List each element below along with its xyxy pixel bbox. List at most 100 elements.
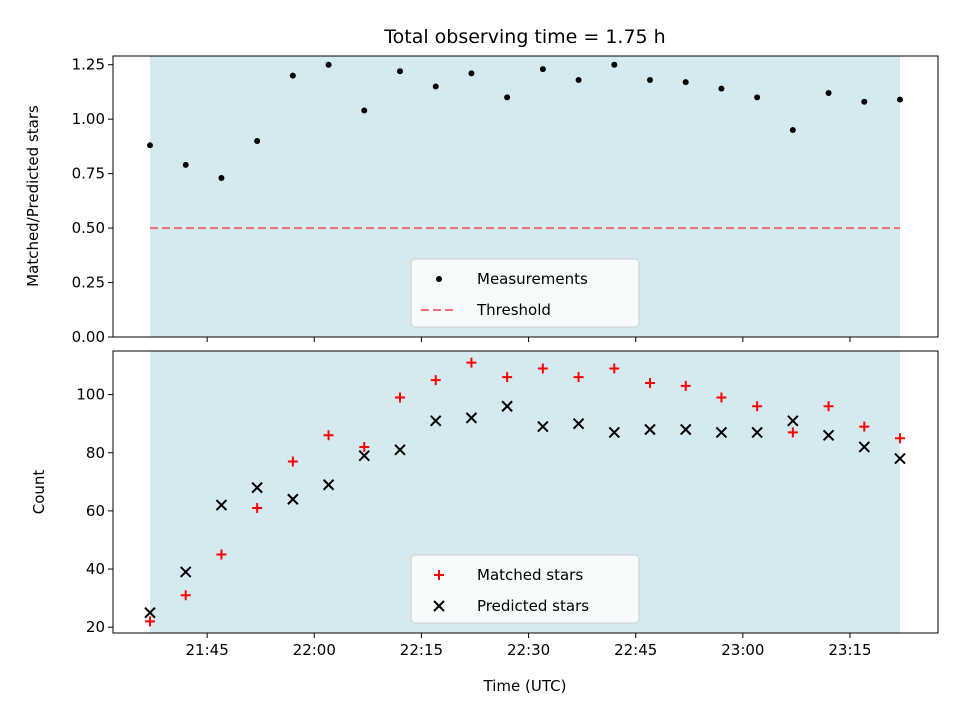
predicted-star-point [215,499,228,511]
predicted-star-point [894,452,906,465]
matched-star-point [680,380,691,391]
predicted-star-point [751,426,763,439]
predicted-star-point [644,423,656,436]
predicted-star-point [322,479,335,491]
legend-label: Predicted stars [477,597,589,615]
measurement-point [575,76,582,83]
measurement-point [432,83,439,90]
matched-star-point [502,372,513,383]
y-tick-label: 1.00 [72,110,105,128]
measurement-point [897,96,903,103]
predicted-star-point [358,449,370,462]
measurement-point [468,70,475,77]
top-panel: 0.00 0.25 0.50 0.75 1.00 1.25 Measurements Thre… [72,55,939,346]
legend-marker-dot [436,276,442,282]
predicted-star-point [430,415,442,427]
measurement-point [539,66,546,73]
x-tick-label: 22:30 [507,641,550,659]
predicted-star-point [787,415,799,427]
matched-star-point [323,430,334,441]
matched-star-point [180,590,191,601]
predicted-star-point [144,606,156,619]
measurement-point [361,107,368,114]
predicted-star-point [680,423,692,436]
matched-star-point [573,372,584,383]
matched-star-point [752,401,763,412]
matched-star-point [145,616,155,627]
predicted-star-point [572,417,585,430]
predicted-star-point [501,400,513,412]
x-tick-label: 22:15 [400,641,443,659]
legend-label: Measurements [477,270,588,288]
legend: Matched stars Predicted stars [410,554,640,624]
bottom-y-axis-label: Count [30,470,48,515]
y-tick-label: 60 [86,502,105,520]
legend-label: Matched stars [477,566,583,584]
measurement-point [754,94,761,101]
x-tick-label: 21:45 [186,641,229,659]
matched-star-point [216,549,227,560]
y-tick-label: 1.25 [72,56,105,74]
matched-star-point [716,392,727,403]
matched-star-point [252,502,263,513]
measurement-point [647,76,653,83]
matched-star-point [609,363,620,374]
legend-box [410,554,640,624]
measurement-point [218,174,225,181]
predicted-star-point [715,426,728,439]
matched-star-point [787,427,798,438]
matched-star-point [895,433,905,444]
predicted-star-point [608,426,620,439]
legend: Measurements Threshold [410,258,640,328]
measurement-point [789,127,796,134]
matched-star-point [859,421,870,432]
predicted-star-point [465,412,478,424]
chart-title: Total observing time = 1.75 h [383,26,665,48]
predicted-star-point [822,429,835,442]
matched-star-point [430,375,441,386]
measurement-point [397,68,403,75]
measurement-point [147,142,153,149]
measurement-point [254,137,261,144]
measurement-point [682,79,689,86]
x-tick-label: 23:15 [828,641,871,659]
x-axis-label: Time (UTC) [483,677,567,695]
predicted-star-point [858,441,870,453]
x-tick-label: 22:45 [614,641,657,659]
measurement-point [289,72,296,79]
bottom-panel: 20 40 60 80 100 21:45 22:00 22:15 22:30 22:45 23:0… [76,350,939,659]
predicted-star-point [180,566,192,578]
y-tick-label: 100 [76,386,105,404]
y-tick-label: 20 [86,618,105,636]
y-tick-label: 0.25 [72,274,105,292]
measurement-point [718,85,725,92]
predicted-star-point [394,444,406,456]
legend-marker-plus [434,570,444,580]
matched-star-point [287,456,298,467]
y-tick-label: 0.75 [72,165,105,183]
y-tick-label: 80 [86,444,105,462]
predicted-star-point [287,493,299,505]
measurement-point [611,61,618,68]
matched-star-point [645,377,655,388]
top-y-axis-label: Matched/Predicted stars [24,105,42,287]
measurement-point [825,90,832,97]
matched-star-point [466,357,477,368]
measurement-point [504,94,511,101]
y-tick-label: 0.00 [72,328,105,346]
measurement-point [182,161,189,168]
predicted-star-point [251,481,263,494]
axes-frame [112,350,939,634]
measurement-point [861,98,868,105]
legend-marker-x [433,600,445,612]
legend-box [410,258,640,328]
axes-frame [112,55,939,338]
y-tick-label: 0.50 [72,219,105,237]
measurement-point [325,61,332,68]
x-tick-label: 22:00 [293,641,336,659]
x-tick-label: 23:00 [721,641,764,659]
matched-star-point [823,401,834,412]
predicted-star-point [537,420,549,433]
matched-star-point [359,441,370,452]
